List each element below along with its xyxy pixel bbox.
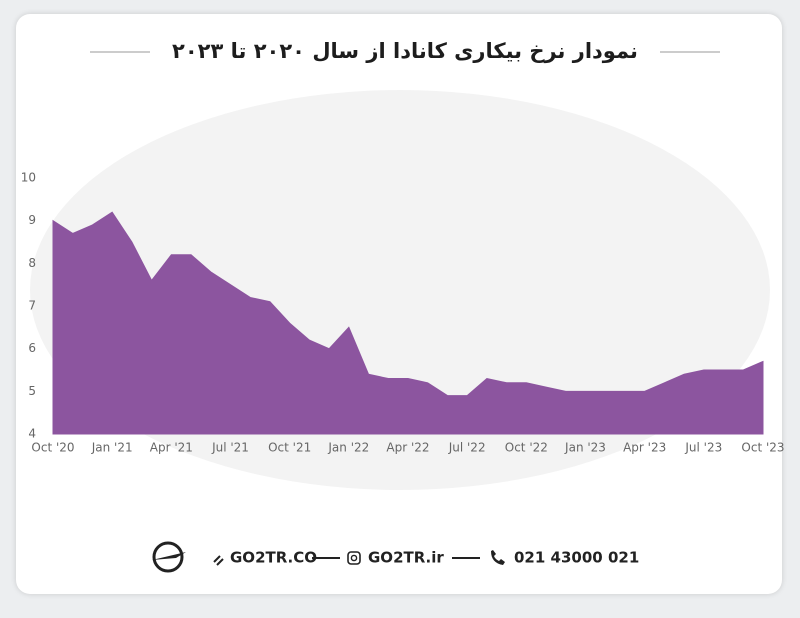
x-tick-label: Jul '22 bbox=[448, 441, 486, 455]
x-tick-label: Oct '20 bbox=[31, 441, 74, 455]
x-tick-label: Oct '22 bbox=[505, 441, 548, 455]
y-tick-label: 4 bbox=[28, 427, 36, 441]
phone-icon bbox=[491, 550, 505, 565]
footer: GO2TR.CO GO2TR.ir 021 43000 021 bbox=[152, 541, 639, 573]
area bbox=[52, 211, 764, 435]
x-tick-label: Oct '23 bbox=[741, 441, 784, 455]
instagram: GO2TR.ir bbox=[368, 549, 444, 567]
x-tick-label: Jan '23 bbox=[564, 441, 606, 455]
link-icon bbox=[213, 555, 224, 566]
x-tick-label: Jan '22 bbox=[327, 441, 369, 455]
y-tick-label: 8 bbox=[28, 256, 36, 270]
x-tick-label: Jan '21 bbox=[91, 441, 133, 455]
x-tick-label: Oct '21 bbox=[268, 441, 311, 455]
x-tick-label: Apr '23 bbox=[623, 441, 666, 455]
instagram-icon bbox=[347, 551, 361, 565]
logo bbox=[152, 541, 184, 573]
y-tick-label: 6 bbox=[28, 341, 36, 355]
x-tick-label: Jul '21 bbox=[211, 441, 249, 455]
y-tick-label: 7 bbox=[28, 299, 36, 313]
phone: 021 43000 021 bbox=[514, 549, 639, 567]
y-tick-label: 10 bbox=[21, 171, 36, 185]
website: GO2TR.CO bbox=[230, 549, 317, 567]
logo-plane bbox=[152, 552, 186, 560]
y-tick-label: 9 bbox=[28, 213, 36, 227]
y-tick-label: 5 bbox=[28, 384, 36, 398]
chart-title: نمودار نرخ بیکاری کانادا از سال ۲۰۲۰ تا … bbox=[172, 39, 638, 63]
x-tick-label: Jul '23 bbox=[684, 441, 722, 455]
x-tick-label: Apr '22 bbox=[386, 441, 429, 455]
instagram-icon-lens bbox=[350, 554, 358, 562]
x-tick-label: Apr '21 bbox=[150, 441, 193, 455]
